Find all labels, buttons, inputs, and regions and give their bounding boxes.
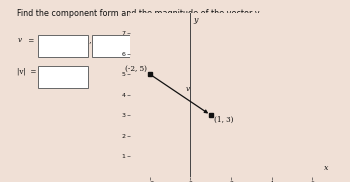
Text: (-2, 5): (-2, 5) bbox=[125, 65, 147, 73]
Text: ,: , bbox=[86, 36, 91, 44]
Text: =  (: = ( bbox=[26, 36, 42, 44]
Text: |v|  =: |v| = bbox=[17, 67, 37, 75]
Text: v: v bbox=[186, 85, 189, 93]
Text: v: v bbox=[17, 36, 21, 44]
FancyBboxPatch shape bbox=[38, 66, 88, 88]
Text: Find the component form and the magnitude of the vector v.: Find the component form and the magnitud… bbox=[17, 9, 262, 18]
FancyBboxPatch shape bbox=[92, 35, 141, 57]
Text: (1, 3): (1, 3) bbox=[214, 116, 233, 124]
FancyBboxPatch shape bbox=[38, 35, 88, 57]
Text: x: x bbox=[324, 165, 328, 173]
Text: ): ) bbox=[140, 36, 146, 44]
Text: y: y bbox=[194, 16, 198, 24]
